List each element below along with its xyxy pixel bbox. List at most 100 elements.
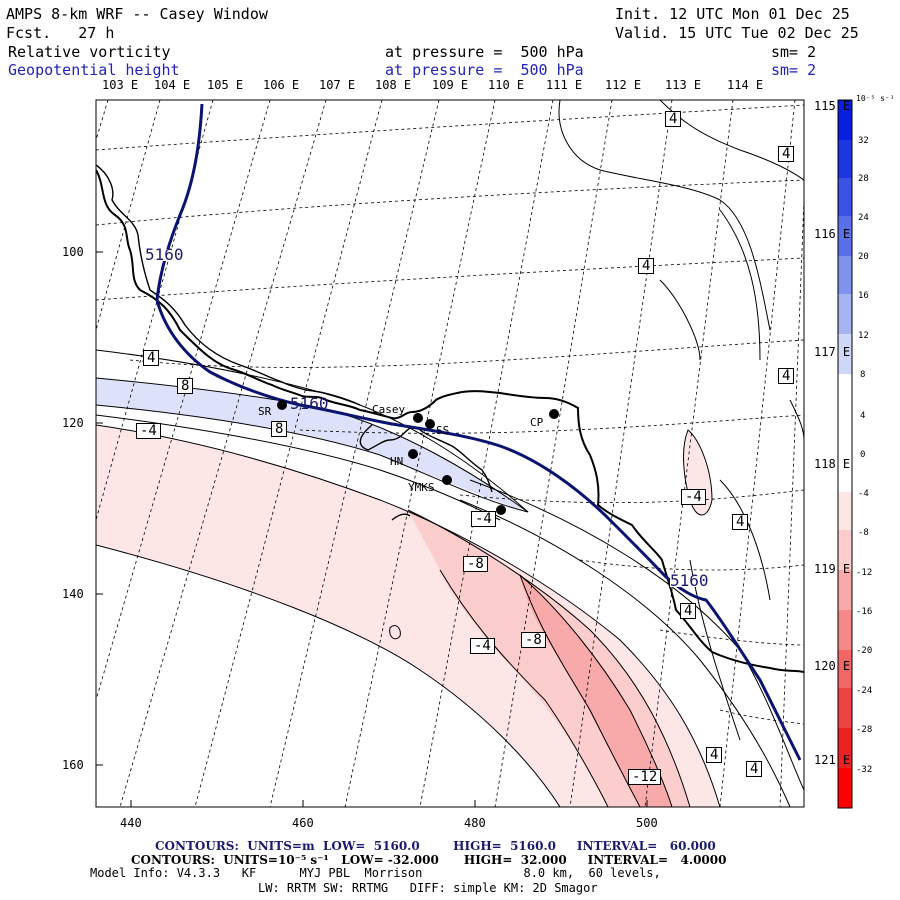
field1-smoothing: sm= 2 xyxy=(771,43,817,61)
lon-label: 109 E xyxy=(432,78,469,92)
field1-name: Relative vorticity xyxy=(8,43,171,61)
coastline-inner xyxy=(96,164,493,521)
lon-label: 104 E xyxy=(154,78,191,92)
plot-frame xyxy=(95,99,805,808)
lon-label: 118 E xyxy=(814,457,851,471)
plot-title: AMPS 8-km WRF -- Casey Window xyxy=(6,5,268,23)
x-tick-label: 500 xyxy=(636,816,658,830)
colorbar-level: 4 xyxy=(860,411,866,421)
footer-contours-vorticity: CONTOURS: UNITS=10⁻⁵ s⁻¹ LOW= -32.000 HI… xyxy=(131,853,727,867)
station-marker-ds xyxy=(496,505,506,515)
vort-label: 4 xyxy=(638,258,655,274)
colorbar-level: 32 xyxy=(858,136,869,146)
vort-label: 8 xyxy=(271,421,288,437)
vort-label: 4 xyxy=(665,111,682,127)
footer-contours-height: CONTOURS: UNITS=m LOW= 5160.0 HIGH= 5160… xyxy=(155,839,716,853)
vort-label: 4 xyxy=(778,146,795,162)
lon-label: 113 E xyxy=(665,78,702,92)
lon-label: 108 E xyxy=(375,78,412,92)
vort-label: -12 xyxy=(628,769,662,785)
lon-label: 121 E xyxy=(814,753,851,767)
vort-label: 4 xyxy=(706,747,723,763)
colorbar-level: 0 xyxy=(860,450,866,460)
field2-level: at pressure = 500 hPa xyxy=(385,61,584,79)
coastline xyxy=(96,169,804,673)
lon-label: 111 E xyxy=(546,78,583,92)
vort-label: 4 xyxy=(143,350,160,366)
colorbar-level: 20 xyxy=(858,252,869,262)
vort-label: -8 xyxy=(463,556,488,572)
lon-label: 115 E xyxy=(814,99,851,113)
vort-label: -4 xyxy=(471,511,496,527)
station-label: HN xyxy=(390,455,404,468)
station-marker-hn xyxy=(408,449,418,459)
lon-label: 120 E xyxy=(814,659,851,673)
station-label: SR xyxy=(258,405,272,418)
field1-level: at pressure = 500 hPa xyxy=(385,43,584,61)
y-tick-label: 100 xyxy=(62,245,84,259)
height-contour-5160 xyxy=(155,103,802,761)
colorbar-level: -8 xyxy=(858,528,869,538)
lon-label: 119 E xyxy=(814,562,851,576)
station-markers xyxy=(277,400,559,515)
vort-label: 4 xyxy=(680,603,697,619)
colorbar-level: -4 xyxy=(858,489,869,499)
y-tick-label: 160 xyxy=(62,758,84,772)
colorbar-level: 28 xyxy=(858,174,869,184)
colorbar-level: -16 xyxy=(856,607,873,617)
colorbar-level: -32 xyxy=(856,765,873,775)
station-marker-sr xyxy=(277,400,287,410)
lon-label: 105 E xyxy=(207,78,244,92)
vort-label: 4 xyxy=(732,514,749,530)
lon-label: 103 E xyxy=(102,78,139,92)
colorbar-level: 24 xyxy=(858,213,869,223)
axis-ticks xyxy=(96,251,648,807)
colorbar-level: 12 xyxy=(858,331,869,341)
y-tick-label: 140 xyxy=(62,587,84,601)
colorbar-level: 8 xyxy=(860,370,866,380)
lat-lon-grid xyxy=(96,100,804,807)
height-label: 5160 xyxy=(290,394,329,413)
vort-label: 8 xyxy=(177,378,194,394)
lon-label: 116 E xyxy=(814,227,851,241)
lon-label: 117 E xyxy=(814,345,851,359)
field2-smoothing: sm= 2 xyxy=(771,61,817,79)
vort-label: -8 xyxy=(521,632,546,648)
station-label: Casey xyxy=(372,403,406,416)
footer-model-info: Model Info: V4.3.3 KF MYJ PBL Morrison 8… xyxy=(90,866,661,880)
colorbar-level: -24 xyxy=(856,686,873,696)
valid-time: Valid. 15 UTC Tue 02 Dec 25 xyxy=(615,24,859,42)
vort-label: -4 xyxy=(681,489,706,505)
station-marker-cp xyxy=(549,409,559,419)
vort-fill-pos8 xyxy=(96,378,528,512)
colorbar-level: -28 xyxy=(856,725,873,735)
colorbar-unit: 10⁻⁵ s⁻¹ xyxy=(856,94,895,103)
lon-label: 112 E xyxy=(605,78,642,92)
vort-label: -4 xyxy=(470,638,495,654)
colorbar-level: -12 xyxy=(856,568,873,578)
vort-label: 4 xyxy=(746,761,763,777)
forecast-hour: Fcst. 27 h xyxy=(6,24,115,42)
vort-label: 4 xyxy=(778,368,795,384)
vort-fill-neg12 xyxy=(520,575,672,807)
lon-label: 107 E xyxy=(319,78,356,92)
x-tick-label: 480 xyxy=(464,816,486,830)
y-tick-label: 120 xyxy=(62,416,84,430)
height-label: 5160 xyxy=(145,245,184,264)
field2-name: Geopotential height xyxy=(8,61,180,79)
lon-label: 110 E xyxy=(488,78,525,92)
x-tick-label: 460 xyxy=(292,816,314,830)
lon-label: 114 E xyxy=(727,78,764,92)
station-label: CP xyxy=(530,416,544,429)
station-label: YMKS xyxy=(408,481,435,494)
vort-label: -4 xyxy=(136,423,161,439)
colorbar-level: 16 xyxy=(858,291,869,301)
colorbar-level: -20 xyxy=(856,646,873,656)
station-marker-ymks xyxy=(442,475,452,485)
x-tick-label: 440 xyxy=(120,816,142,830)
height-label: 5160 xyxy=(670,571,709,590)
init-time: Init. 12 UTC Mon 01 Dec 25 xyxy=(615,5,850,23)
station-label: SS xyxy=(436,424,450,437)
station-marker-ss xyxy=(425,419,435,429)
